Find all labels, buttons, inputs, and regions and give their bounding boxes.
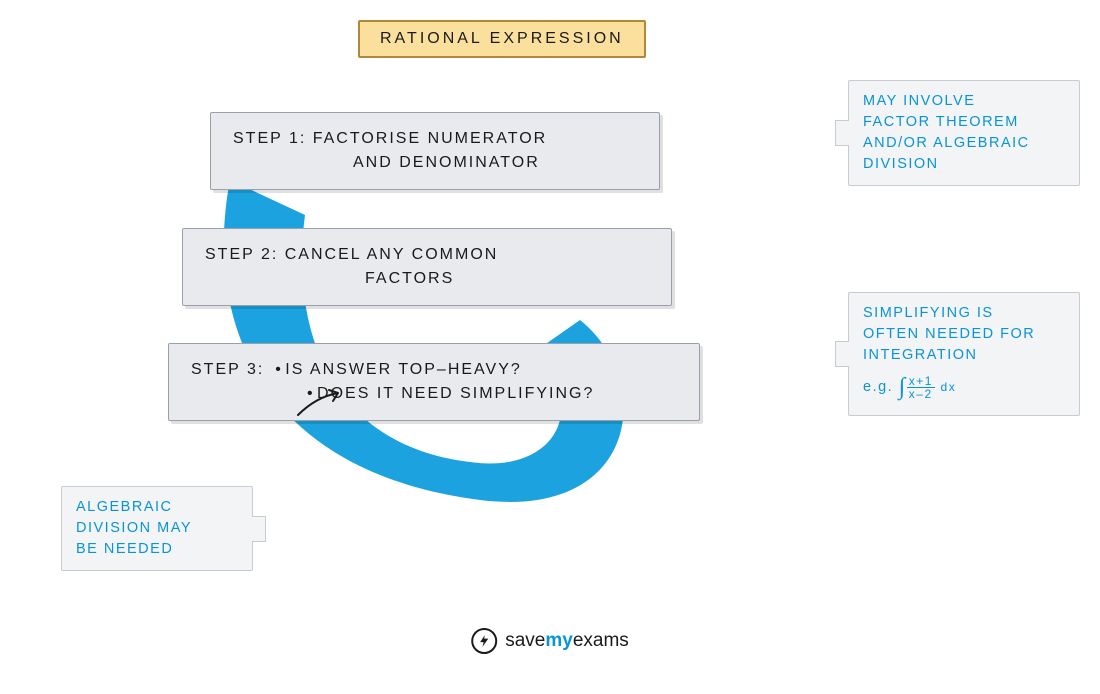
step-1-line2: AND DENOMINATOR	[233, 151, 637, 175]
note-simplify-line3: INTEGRATION	[863, 345, 1065, 366]
note-factor-line2: FACTOR THEOREM	[863, 112, 1065, 133]
step-2-line2: FACTORS	[205, 267, 649, 291]
bullet-icon: •	[271, 361, 286, 378]
logo-save: save	[505, 630, 545, 651]
note-tab-icon	[835, 120, 849, 146]
note-simplifying: SIMPLIFYING IS OFTEN NEEDED FOR INTEGRAT…	[848, 292, 1080, 416]
logo-bolt-icon	[471, 628, 497, 654]
logo-exams: exams	[573, 630, 629, 651]
note-tab-icon	[252, 516, 266, 542]
note-simplify-line2: OFTEN NEEDED FOR	[863, 324, 1065, 345]
logo: savemyexams	[471, 628, 629, 654]
fraction-num: x+1	[907, 375, 935, 388]
step-3-bullet1: IS ANSWER TOP–HEAVY?	[285, 361, 522, 378]
step-1-line1: STEP 1: FACTORISE NUMERATOR	[233, 127, 637, 151]
note-div-line3: BE NEEDED	[76, 539, 238, 560]
title-text: RATIONAL EXPRESSION	[380, 30, 624, 47]
dx-text: dx	[941, 380, 957, 394]
step-3-box: STEP 3: • IS ANSWER TOP–HEAVY? • DOES IT…	[168, 343, 700, 421]
fraction: x+1x–2	[907, 375, 935, 400]
note-tab-icon	[835, 341, 849, 367]
title-box: RATIONAL EXPRESSION	[358, 20, 646, 58]
note-simplify-line1: SIMPLIFYING IS	[863, 303, 1065, 324]
step-1-box: STEP 1: FACTORISE NUMERATOR AND DENOMINA…	[210, 112, 660, 190]
step-2-line1: STEP 2: CANCEL ANY COMMON	[205, 243, 649, 267]
step-3-bullet2: DOES IT NEED SIMPLIFYING?	[317, 385, 594, 402]
note-factor-line4: DIVISION	[863, 154, 1065, 175]
logo-my: my	[545, 630, 572, 651]
integral-icon: ∫	[899, 370, 907, 405]
step-2-box: STEP 2: CANCEL ANY COMMON FACTORS	[182, 228, 672, 306]
note-algebraic-division: ALGEBRAIC DIVISION MAY BE NEEDED	[61, 486, 253, 571]
fraction-den: x–2	[907, 388, 935, 400]
step-3-label: STEP 3:	[191, 361, 264, 378]
note-factor-theorem: MAY INVOLVE FACTOR THEOREM AND/OR ALGEBR…	[848, 80, 1080, 186]
note-div-line1: ALGEBRAIC	[76, 497, 238, 518]
note-factor-line1: MAY INVOLVE	[863, 91, 1065, 112]
note-factor-line3: AND/OR ALGEBRAIC	[863, 133, 1065, 154]
logo-text: savemyexams	[505, 630, 629, 652]
note-div-line2: DIVISION MAY	[76, 518, 238, 539]
eg-text: e.g.	[863, 379, 893, 395]
note-simplify-integral: e.g. ∫x+1x–2 dx	[863, 370, 1065, 405]
bullet-icon: •	[191, 385, 317, 402]
